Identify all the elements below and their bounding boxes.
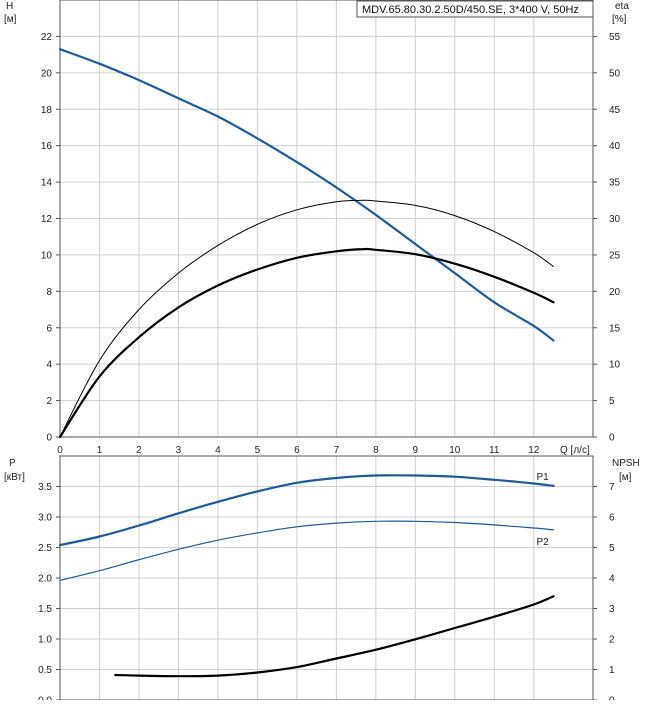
series-line-head-efficiency-0 [58, 48, 555, 342]
y-right-tick-label: 45 [609, 105, 621, 116]
y-right-tick-label: 3 [609, 604, 615, 615]
bottom-left-axis-name: P [9, 458, 16, 469]
x-tick-label: 0 [57, 445, 63, 456]
y-right-tick-label: 2 [609, 635, 615, 646]
y-left-tick-label: 6 [46, 323, 52, 334]
x-tick-label: 9 [413, 445, 419, 456]
y-right-tick-label: 1 [609, 665, 615, 676]
bottom-left-axis-unit: [кВт] [4, 472, 25, 483]
y-right-tick-label: 7 [609, 482, 615, 493]
x-tick-label: 11 [489, 445, 500, 456]
series-label-p1: P1 [537, 472, 550, 483]
y-left-tick-label: 4 [46, 360, 52, 371]
y-left-tick-label: 2.0 [38, 574, 52, 585]
y-left-tick-label: 22 [41, 32, 53, 43]
y-right-tick-label: 5 [609, 396, 615, 407]
top-left-axis-name: H [6, 1, 13, 12]
y-right-tick-label: 55 [609, 32, 621, 43]
y-left-tick-label: 2.5 [38, 543, 52, 554]
y-left-tick-label: 3.0 [38, 513, 52, 524]
x-tick-label: 2 [136, 445, 142, 456]
top-right-axis-name: eta [615, 1, 629, 12]
y-left-tick-label: 1.0 [38, 635, 52, 646]
y-left-tick-label: 14 [41, 178, 53, 189]
y-left-tick-label: 3.5 [38, 482, 52, 493]
y-left-tick-label: 0 [46, 433, 52, 444]
x-tick-label: 1 [97, 445, 103, 456]
y-left-tick-label: 0.5 [38, 665, 52, 676]
y-right-tick-label: 15 [609, 323, 621, 334]
bottom-grid [59, 456, 593, 701]
x-tick-label: 6 [294, 445, 300, 456]
y-right-tick-label: 35 [609, 178, 621, 189]
series-line-power-npsh-2 [114, 595, 555, 678]
y-right-tick-label: 25 [609, 250, 621, 261]
x-tick-label: 7 [334, 445, 340, 456]
y-left-tick-label: 10 [41, 250, 53, 261]
y-right-tick-label: 50 [609, 68, 621, 79]
x-tick-label: 4 [215, 445, 221, 456]
y-left-tick-label: 12 [41, 214, 53, 225]
y-right-tick-label: 4 [609, 574, 615, 585]
series-line-power-npsh-1 [59, 520, 555, 581]
y-right-tick-label: 30 [609, 214, 621, 225]
y-left-tick-label: 1.5 [38, 604, 52, 615]
series-labels: P1 P2 [537, 472, 550, 548]
bottom-right-axis-name: NPSH [612, 458, 640, 469]
y-right-tick-label: 40 [609, 141, 621, 152]
y-right-tick-label: 20 [609, 287, 621, 298]
y-left-tick-label: 2 [46, 396, 52, 407]
series-line-head-efficiency-2 [58, 247, 555, 439]
y-right-tick-label: 5 [609, 543, 615, 554]
x-axis-label: Q [л/с] [560, 445, 590, 456]
title-box [356, 0, 594, 18]
series-line-head-efficiency-1 [59, 199, 554, 438]
bottom-right-axis-unit: [м] [619, 472, 632, 483]
y-right-tick-label: 6 [609, 513, 615, 524]
top-left-axis-unit: [м] [4, 14, 17, 25]
x-tick-label: 3 [176, 445, 182, 456]
top-right-axis-unit: [%] [612, 14, 627, 25]
x-tick-label: 12 [528, 445, 540, 456]
y-right-tick-label: 0 [609, 696, 615, 701]
y-right-tick-label: 0 [609, 433, 615, 444]
series-label-p2: P2 [537, 537, 550, 548]
y-left-tick-label: 20 [41, 68, 53, 79]
series-line-power-npsh-0 [58, 474, 555, 547]
y-left-tick-label: 18 [41, 105, 53, 116]
y-left-tick-label: 0.0 [38, 696, 52, 701]
x-tick-label: 10 [449, 445, 461, 456]
x-tick-label: 8 [373, 445, 379, 456]
chart-title: MDV.65.80.30.2.50D/450.SE, 3*400 V, 50Hz [362, 4, 579, 16]
y-right-tick-label: 10 [609, 360, 621, 371]
x-tick-label: 5 [255, 445, 261, 456]
y-left-tick-label: 16 [41, 141, 53, 152]
curves [58, 48, 555, 678]
y-left-tick-label: 8 [46, 287, 52, 298]
